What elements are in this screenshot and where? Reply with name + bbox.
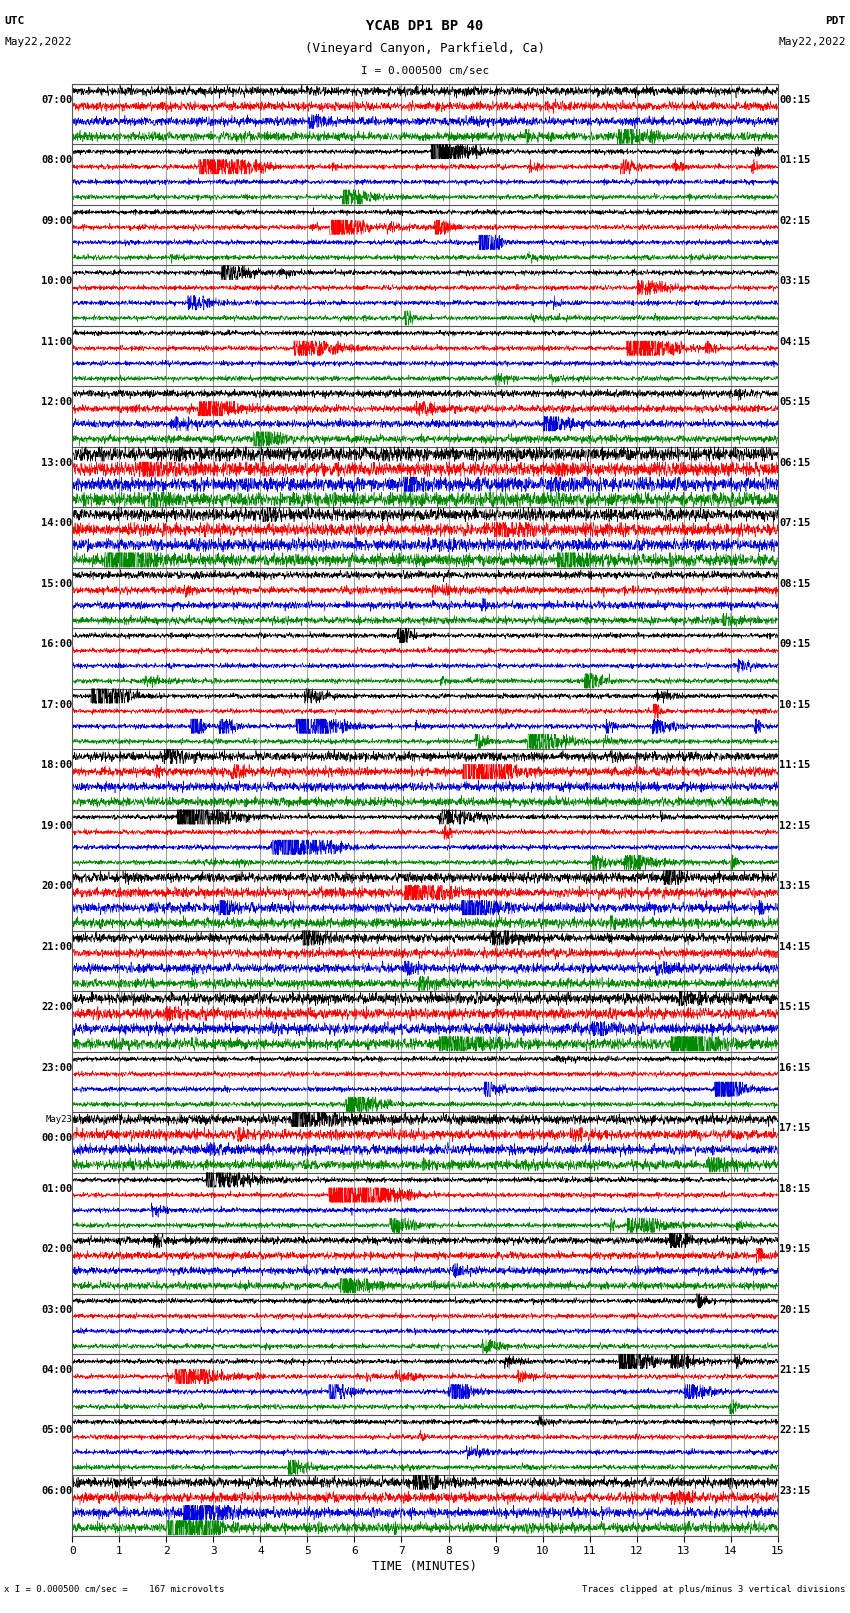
Text: 02:15: 02:15 [779, 216, 810, 226]
Text: 14:00: 14:00 [41, 518, 72, 527]
Text: 18:00: 18:00 [41, 760, 72, 769]
Text: 09:15: 09:15 [779, 639, 810, 648]
Text: 06:15: 06:15 [779, 458, 810, 468]
Text: 17:00: 17:00 [41, 700, 72, 710]
Text: x I = 0.000500 cm/sec =    167 microvolts: x I = 0.000500 cm/sec = 167 microvolts [4, 1584, 224, 1594]
Text: 07:00: 07:00 [41, 95, 72, 105]
Text: 13:15: 13:15 [779, 881, 810, 890]
Text: May22,2022: May22,2022 [779, 37, 846, 47]
Text: 01:00: 01:00 [41, 1184, 72, 1194]
Text: 22:00: 22:00 [41, 1002, 72, 1011]
Text: PDT: PDT [825, 16, 846, 26]
Text: 19:00: 19:00 [41, 821, 72, 831]
Text: YCAB DP1 BP 40: YCAB DP1 BP 40 [366, 19, 484, 34]
Text: 22:15: 22:15 [779, 1426, 810, 1436]
Text: 03:00: 03:00 [41, 1305, 72, 1315]
Text: 07:15: 07:15 [779, 518, 810, 527]
Text: 10:15: 10:15 [779, 700, 810, 710]
Text: 20:15: 20:15 [779, 1305, 810, 1315]
Text: 00:15: 00:15 [779, 95, 810, 105]
Text: I = 0.000500 cm/sec: I = 0.000500 cm/sec [361, 66, 489, 76]
Text: 05:00: 05:00 [41, 1426, 72, 1436]
Text: UTC: UTC [4, 16, 25, 26]
Text: 15:00: 15:00 [41, 579, 72, 589]
Text: 23:15: 23:15 [779, 1486, 810, 1495]
Text: 04:15: 04:15 [779, 337, 810, 347]
Text: 16:00: 16:00 [41, 639, 72, 648]
Text: Traces clipped at plus/minus 3 vertical divisions: Traces clipped at plus/minus 3 vertical … [582, 1584, 846, 1594]
Text: May23: May23 [45, 1115, 72, 1124]
Text: 15:15: 15:15 [779, 1002, 810, 1011]
Text: 11:00: 11:00 [41, 337, 72, 347]
Text: 09:00: 09:00 [41, 216, 72, 226]
Text: 02:00: 02:00 [41, 1244, 72, 1253]
Text: 20:00: 20:00 [41, 881, 72, 890]
Text: 03:15: 03:15 [779, 276, 810, 286]
Text: 16:15: 16:15 [779, 1063, 810, 1073]
Text: (Vineyard Canyon, Parkfield, Ca): (Vineyard Canyon, Parkfield, Ca) [305, 42, 545, 55]
Text: 21:00: 21:00 [41, 942, 72, 952]
Text: May22,2022: May22,2022 [4, 37, 71, 47]
Text: 18:15: 18:15 [779, 1184, 810, 1194]
Text: 14:15: 14:15 [779, 942, 810, 952]
Text: 17:15: 17:15 [779, 1123, 810, 1132]
Text: 08:15: 08:15 [779, 579, 810, 589]
Text: 21:15: 21:15 [779, 1365, 810, 1374]
Text: 08:00: 08:00 [41, 155, 72, 165]
Text: 19:15: 19:15 [779, 1244, 810, 1253]
Text: 12:15: 12:15 [779, 821, 810, 831]
Text: 00:00: 00:00 [41, 1134, 72, 1144]
Text: 04:00: 04:00 [41, 1365, 72, 1374]
Text: 06:00: 06:00 [41, 1486, 72, 1495]
Text: 05:15: 05:15 [779, 397, 810, 406]
Text: 23:00: 23:00 [41, 1063, 72, 1073]
Text: 10:00: 10:00 [41, 276, 72, 286]
Text: 13:00: 13:00 [41, 458, 72, 468]
Text: 11:15: 11:15 [779, 760, 810, 769]
X-axis label: TIME (MINUTES): TIME (MINUTES) [372, 1560, 478, 1573]
Text: 01:15: 01:15 [779, 155, 810, 165]
Text: 12:00: 12:00 [41, 397, 72, 406]
